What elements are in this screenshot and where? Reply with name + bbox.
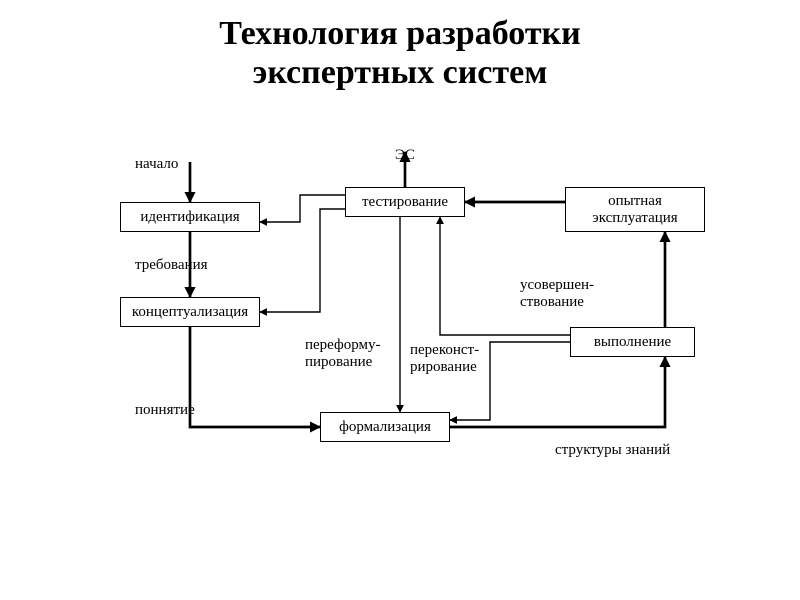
title-line-1: Технология разработки [0,14,800,53]
node-label: идентификация [140,209,239,226]
edge-conc_to_form [190,327,320,427]
node-opyt: опытная эксплуатация [565,187,705,232]
label-l_usov: усовершен- ствование [520,277,594,310]
node-exec: выполнение [570,327,695,357]
label-l_es: ЭС [395,147,415,164]
node-concept: концептуализация [120,297,260,327]
label-l_strz: структуры знаний [555,442,670,459]
label-l_perf: переформу- пирование [305,337,381,370]
title-line-2: экспертных систем [0,53,800,92]
diagram-canvas: идентификация концептуализация формализаци… [0,92,800,572]
label-l_perk: переконст- рирование [410,342,479,375]
edge-test_to_conc [260,209,345,312]
page-title: Технология разработки экспертных систем [0,0,800,92]
label-l_pon: поннятие [135,402,195,419]
node-label: тестирование [362,194,448,211]
node-label: концептуализация [132,304,248,321]
node-ident: идентификация [120,202,260,232]
node-label: опытная эксплуатация [592,193,677,227]
label-l_req: требования [135,257,208,274]
node-formal: формализация [320,412,450,442]
edge-form_to_exec [450,357,665,427]
node-test: тестирование [345,187,465,217]
node-label: формализация [339,419,431,436]
node-label: выполнение [594,334,671,351]
label-l_start: начало [135,156,178,173]
edge-exec_to_test [440,217,570,335]
